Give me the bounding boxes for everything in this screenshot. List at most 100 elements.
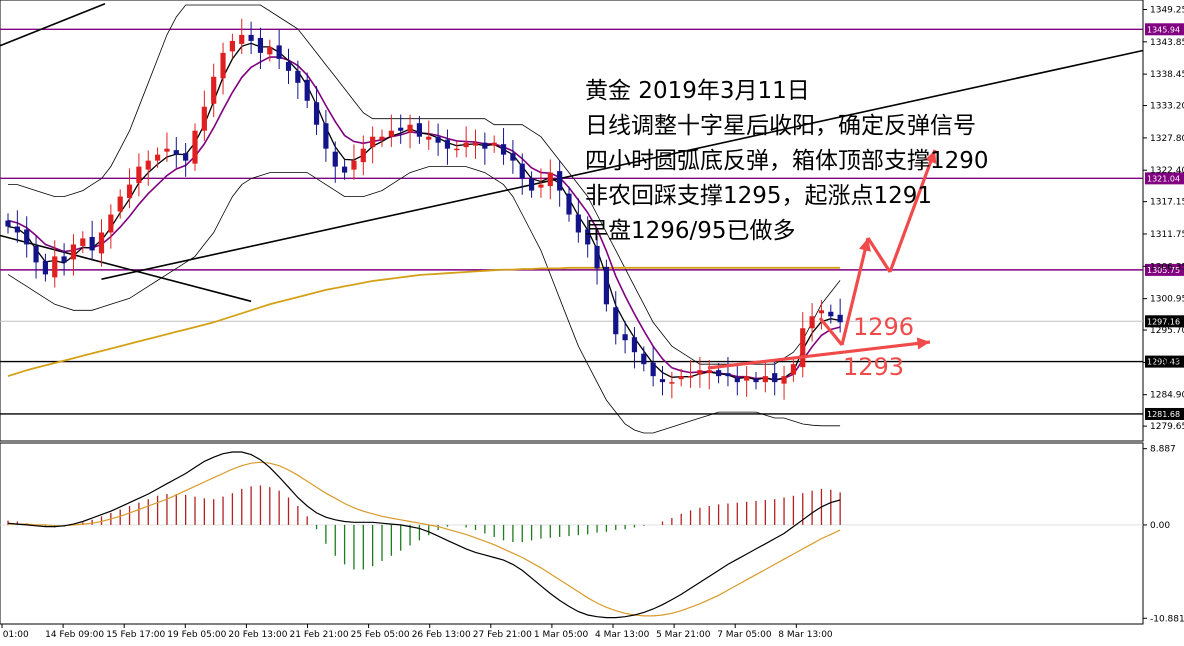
- candle-body-80: [753, 379, 759, 383]
- candle-body-63: [594, 245, 600, 269]
- candle-body-75: [706, 370, 712, 374]
- x-tick-label-12: 7 Mar 05:00: [717, 630, 772, 640]
- x-tick-label-9: 1 Mar 05:00: [534, 630, 589, 640]
- candle-body-34: [323, 123, 329, 149]
- y-tick-label-2: 1338.45: [1150, 70, 1184, 80]
- candle-body-84: [790, 364, 796, 375]
- x-tick-label-2: 15 Feb 17:00: [106, 630, 165, 640]
- candle-body-57: [538, 184, 544, 188]
- candle-body-49: [463, 142, 469, 148]
- y-tick-label-6: 1317.15: [1150, 198, 1184, 208]
- trend-line-top: [0, 3, 106, 47]
- candle-body-20: [192, 130, 198, 164]
- target-label-1293: 1293: [843, 353, 904, 381]
- candle-body-69: [650, 362, 656, 377]
- candle-body-87: [818, 310, 825, 314]
- candle-body-29: [276, 45, 282, 59]
- candle-body-0: [5, 220, 11, 227]
- arrow-up-first: [840, 237, 870, 346]
- candle-body-52: [491, 142, 497, 146]
- candle-body-7: [70, 244, 77, 260]
- level-tag-bg-1321.04: [1145, 172, 1184, 185]
- x-tick-label-0: Feb 01:00: [0, 630, 29, 640]
- candle-body-26: [248, 34, 254, 41]
- candle-body-78: [734, 377, 740, 383]
- candle-body-12: [117, 196, 123, 212]
- x-tick-label-13: 8 Mar 13:00: [778, 630, 833, 640]
- candle-body-59: [557, 171, 563, 191]
- candle-body-86: [809, 316, 815, 329]
- candle-body-44: [416, 123, 422, 137]
- level-tag-1290.43: 1290.43: [1147, 358, 1180, 367]
- candle-body-31: [295, 70, 301, 83]
- candle-body-79: [744, 376, 750, 381]
- y-tick-label-8: 1306.35: [1150, 262, 1184, 272]
- level-tag-1281.68: 1281.68: [1147, 410, 1180, 419]
- y-tick-label-3: 1333.20: [1150, 102, 1184, 112]
- trend-line-rising: [101, 49, 1144, 280]
- candle-body-15: [145, 160, 151, 170]
- candle-body-42: [398, 127, 404, 131]
- y-tick-label-7: 1311.75: [1150, 230, 1184, 240]
- level-tag-bg-1345.94: [1145, 23, 1184, 36]
- macd-tick-label-1: 0.00: [1150, 521, 1170, 531]
- arrow-dip: [818, 316, 844, 347]
- candle-body-9: [89, 236, 95, 251]
- x-tick-label-6: 25 Feb 05:00: [351, 630, 410, 640]
- candle-body-54: [510, 153, 516, 161]
- macd-indicator: [0, 451, 1143, 619]
- x-tick-label-8: 27 Feb 21:00: [473, 630, 532, 640]
- y-tick-label-10: 1295.70: [1150, 326, 1184, 336]
- candle-body-51: [482, 142, 488, 149]
- candle-body-65: [613, 307, 619, 335]
- candle-body-36: [342, 166, 348, 173]
- level-tag-bg-1305.75: [1145, 263, 1184, 276]
- candle-body-53: [500, 144, 507, 155]
- annotation-line-1: 黄金 2019年3月11日: [585, 78, 810, 104]
- candle-body-64: [603, 266, 609, 305]
- candle-body-11: [108, 214, 114, 233]
- candle-body-47: [444, 139, 451, 149]
- candle-body-45: [426, 136, 432, 140]
- candle-body-56: [529, 178, 535, 191]
- candle-body-81: [762, 376, 768, 383]
- candle-body-89: [837, 314, 843, 323]
- forecast-arrows: [707, 149, 937, 370]
- level-tag-bg-1290.43: [1145, 355, 1184, 368]
- candle-body-67: [631, 337, 638, 353]
- level-tag-bg-1281.68: [1145, 407, 1184, 420]
- arrow-horizontal-target-head: [916, 337, 930, 350]
- macd-signal-line: [8, 461, 841, 617]
- candle-body-40: [379, 136, 385, 140]
- level-tag-1321.04: 1321.04: [1147, 174, 1180, 183]
- candle-body-22: [211, 76, 217, 104]
- price-panel-frame: [0, 0, 1144, 442]
- candle-body-3: [33, 245, 39, 263]
- candle-body-85: [800, 328, 806, 368]
- arrow-up-second: [888, 149, 937, 273]
- arrow-up-second-head: [924, 150, 937, 164]
- candle-body-82: [772, 373, 778, 383]
- annotation-line-4: 非农回踩支撑1295，起涨点1291: [585, 183, 932, 209]
- candle-body-77: [725, 373, 731, 377]
- candle-body-35: [332, 151, 338, 167]
- y-tick-label-13: 1279.65: [1150, 422, 1184, 432]
- candle-body-5: [52, 256, 58, 278]
- horizontal-levels: 1345.94 1321.04 1305.75 1290.43 1281.68 1297.…: [0, 23, 1184, 420]
- candle-body-68: [641, 353, 647, 365]
- candle-body-6: [61, 256, 67, 263]
- candle-body-60: [566, 193, 572, 215]
- candle-body-30: [285, 61, 292, 71]
- x-tick-label-5: 21 Feb 21:00: [290, 630, 349, 640]
- macd-tick-label-0: 8.887: [1150, 445, 1176, 455]
- candle-body-10: [98, 232, 105, 254]
- candle-body-58: [547, 172, 553, 187]
- y-tick-label-11: 1290.30: [1150, 358, 1184, 368]
- x-tick-label-1: 14 Feb 09:00: [45, 630, 104, 640]
- x-tick-label-11: 5 Mar 21:00: [656, 630, 711, 640]
- candle-body-46: [435, 136, 441, 143]
- current-price-tag-bg: [1145, 315, 1184, 328]
- arrow-up-first-head: [859, 238, 871, 252]
- y-tick-label-9: 1300.95: [1150, 295, 1184, 305]
